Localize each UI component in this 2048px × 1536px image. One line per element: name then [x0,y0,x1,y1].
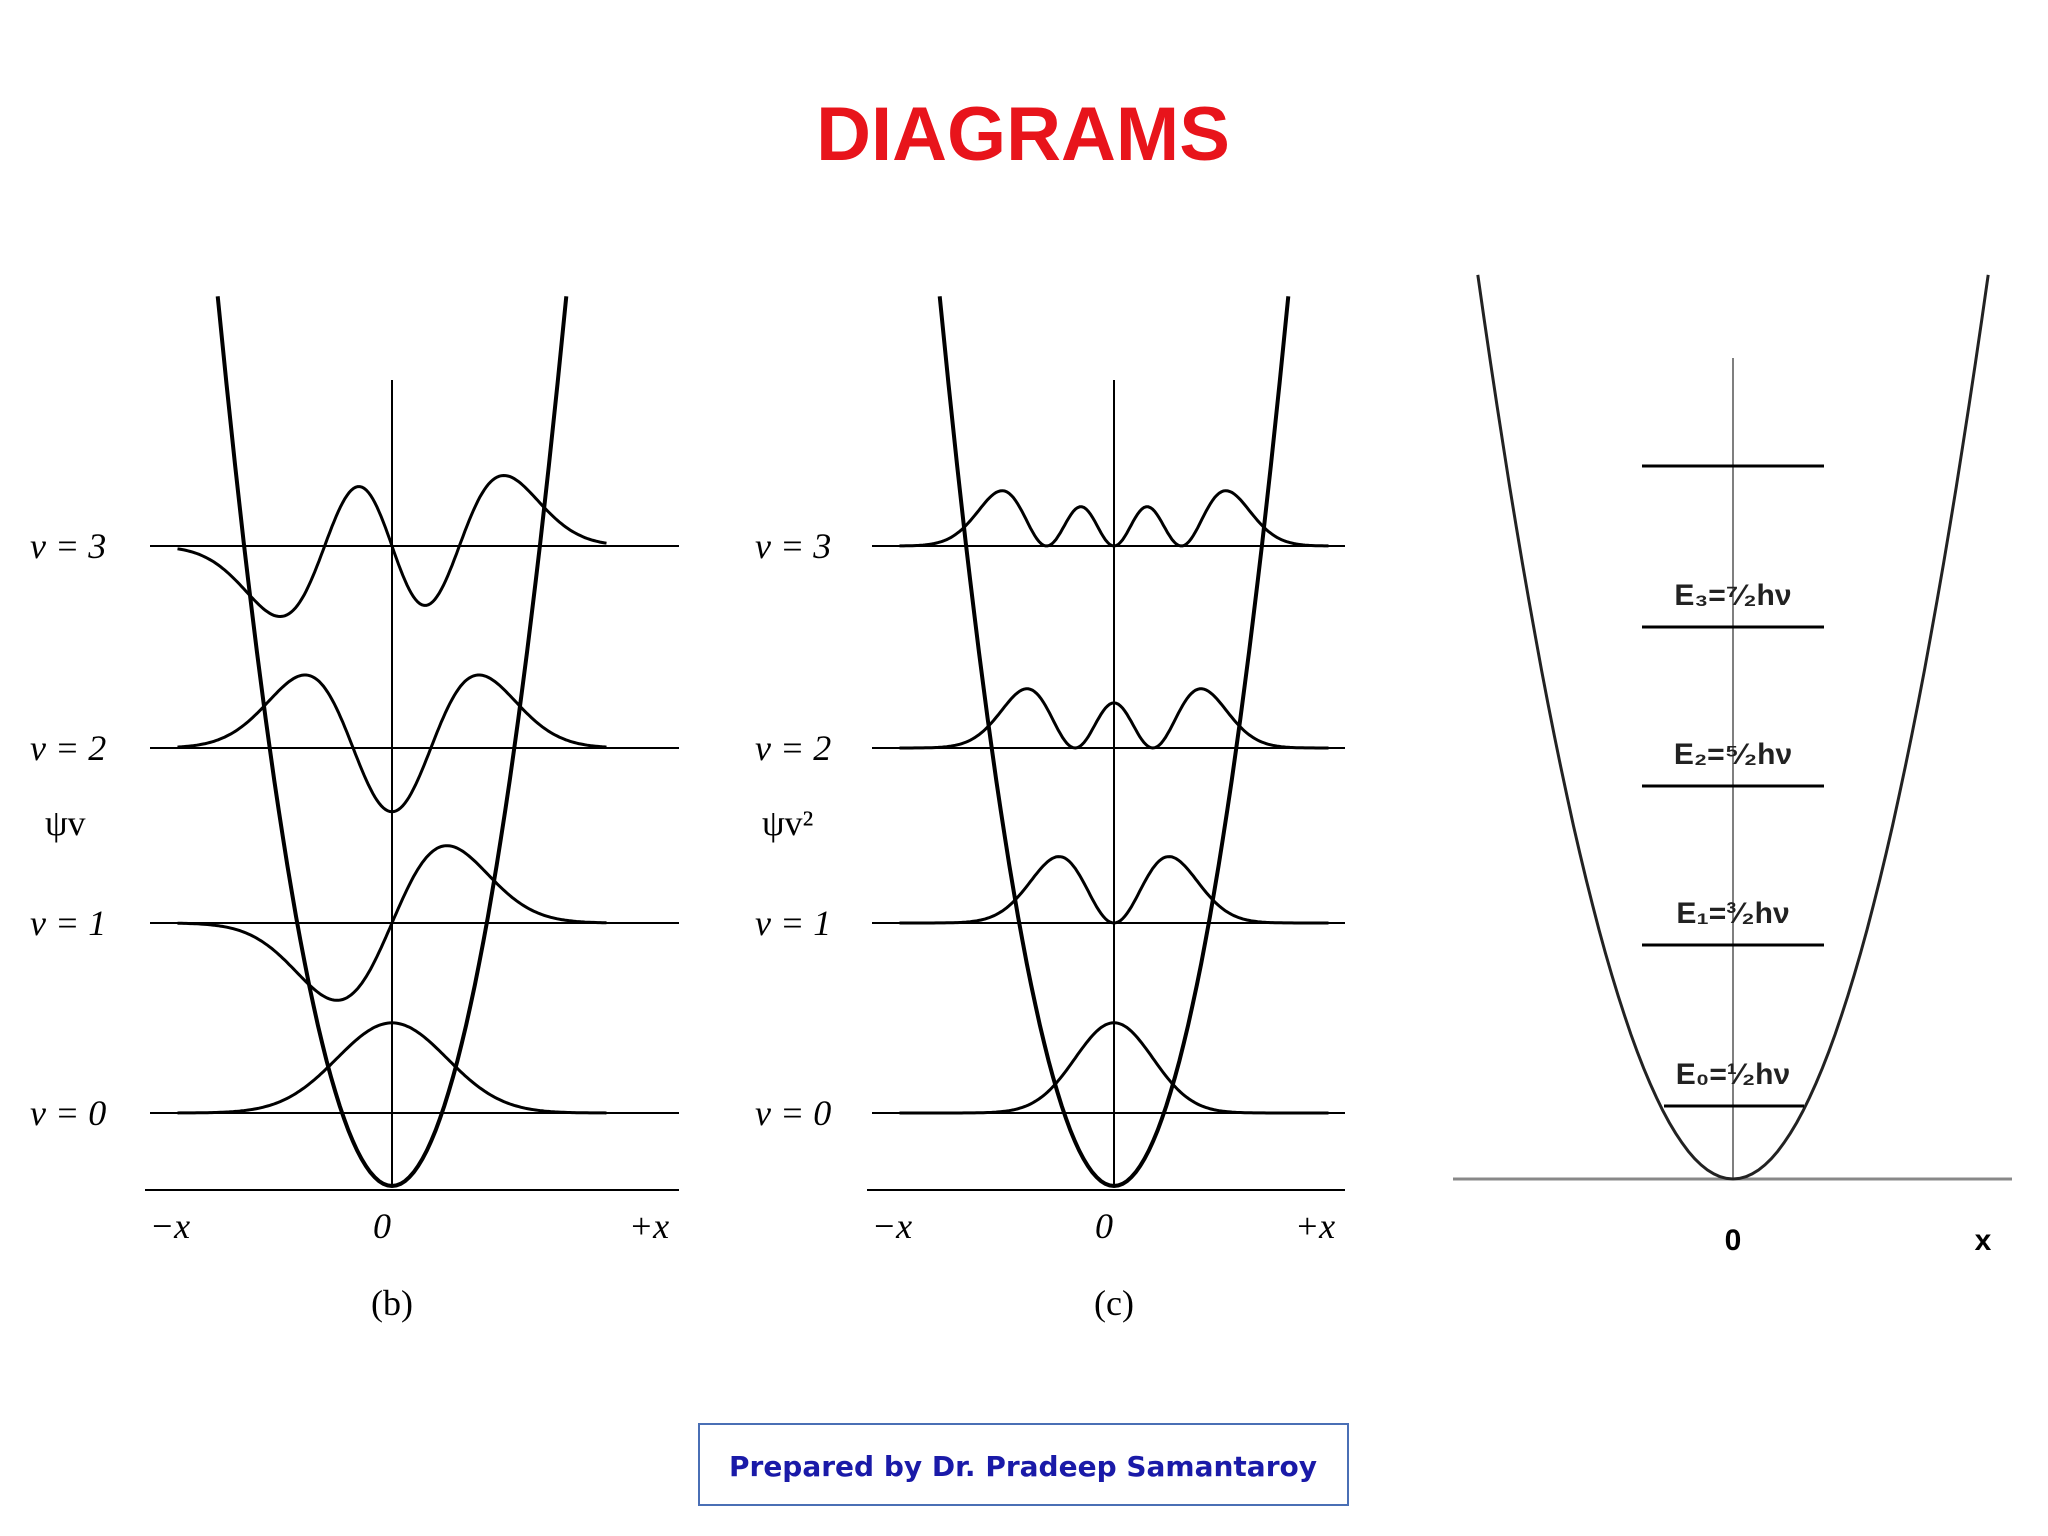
x-axis-label: −x [872,1206,912,1246]
footer-text: Prepared by Dr. Pradeep Samantaroy [729,1450,1317,1483]
wavefunction [177,1021,607,1115]
energy-label: E₀=¹⁄₂hν [1676,1058,1790,1091]
y-axis-label: ψv² [762,803,813,843]
x-axis-label: −x [150,1206,190,1246]
plots: v = 3 v = 2 v = 1 v = 0 ψv −x 0 +x (b) v = 3 v = 2… [30,274,2012,1323]
potential-curve [937,296,1291,1189]
potential-curve [215,296,569,1189]
level-label: v = 1 [30,903,106,943]
footer-box [698,1423,1349,1506]
level-label: v = 2 [30,728,106,768]
level-label: v = 0 [755,1093,831,1133]
x-axis-label: 0 [373,1206,391,1246]
level-label: v = 1 [755,903,831,943]
slide-title: DIAGRAMS [816,92,1230,177]
panel-caption: (c) [1094,1283,1134,1323]
wavefunction [177,844,607,1002]
y-axis-label: ψv [45,803,86,843]
level-label: v = 2 [755,728,831,768]
x-axis-label: 0 [1725,1224,1742,1257]
x-axis-label: +x [629,1206,669,1246]
energy-label: E₃=⁷⁄₂hν [1674,579,1791,612]
x-axis-label: 0 [1095,1206,1113,1246]
level-label: v = 3 [755,526,831,566]
energy-label: E₁=³⁄₂hν [1676,897,1789,930]
wavefunction [177,473,607,619]
level-label: v = 3 [30,526,106,566]
potential-curve [1476,274,1990,1181]
wavefunction [177,673,607,814]
x-axis-label: +x [1295,1206,1335,1246]
level-label: v = 0 [30,1093,106,1133]
wavefunction [899,1021,1329,1115]
wavefunction [899,855,1329,925]
wavefunction [899,687,1329,750]
x-axis-label: x [1975,1224,1992,1257]
panel-caption: (b) [371,1283,413,1323]
energy-label: E₂=⁵⁄₂hν [1674,738,1792,771]
wavefunction [899,489,1329,548]
